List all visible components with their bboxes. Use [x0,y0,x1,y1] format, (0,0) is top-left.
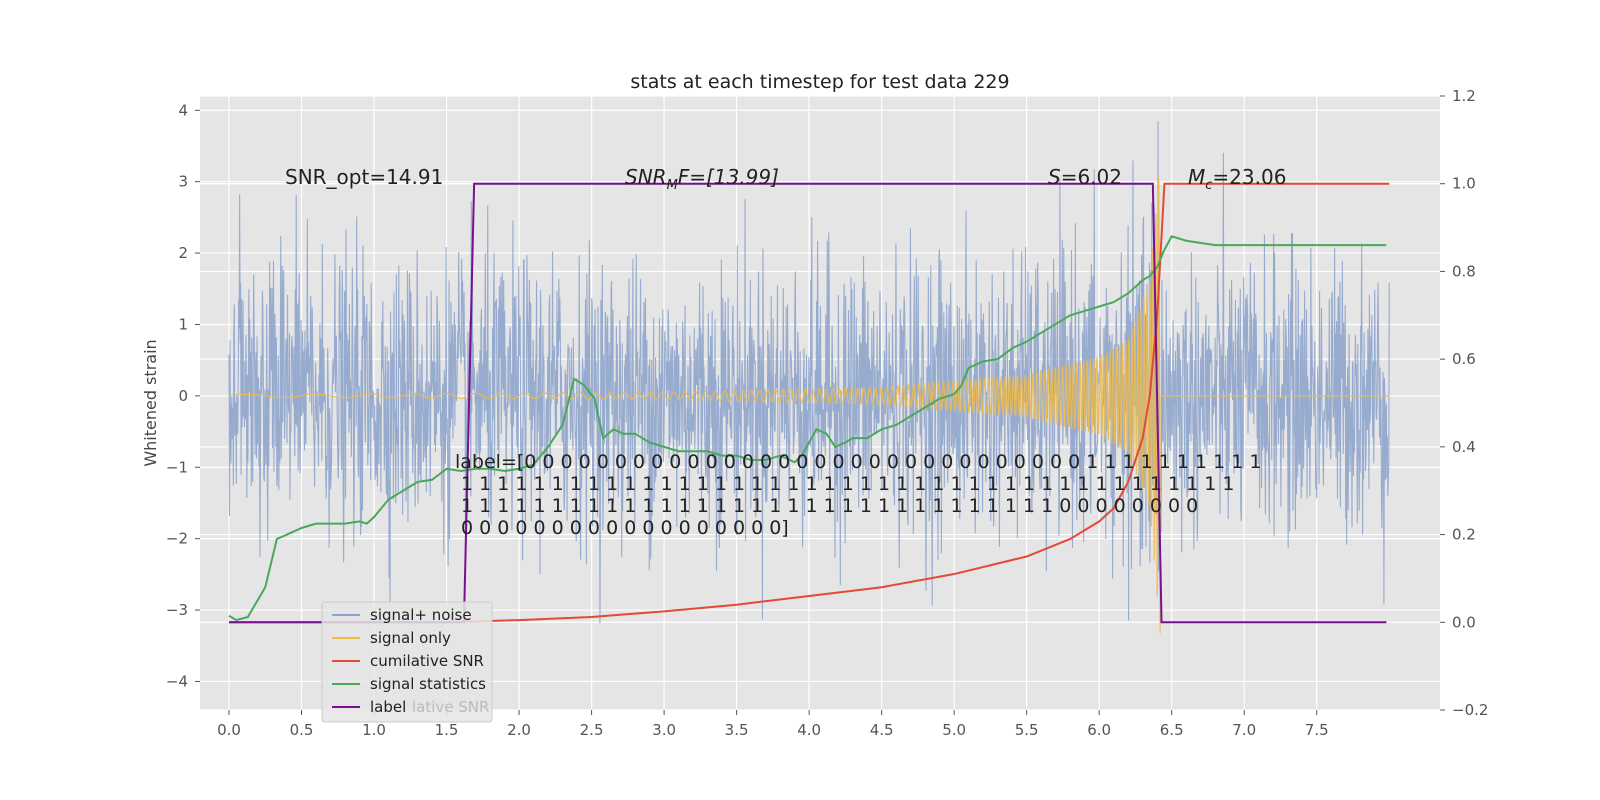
annotation-mc: Mc=23.06 [1188,165,1286,193]
chart-title: stats at each timestep for test data 229 [630,71,1009,93]
signal-only-line [228,177,1390,634]
x-tick-label: 0.5 [290,721,314,739]
x-tick-label: 5.5 [1015,721,1039,739]
x-tick-label: 6.5 [1160,721,1184,739]
x-tick-label: 6.0 [1087,721,1111,739]
legend-box [321,601,493,723]
legend-label-signal-only: signal only [370,629,451,647]
mc-sub: c [1205,178,1212,193]
legend-label-signal-statistics: signal statistics [370,675,486,693]
x-tick-label: 7.0 [1232,721,1256,739]
signal-statistics-line [228,235,1387,622]
x-tick-label: 0.0 [217,721,241,739]
x-tick-label: 2.0 [507,721,531,739]
y-axis-label: Whitened strain [141,339,160,466]
annotation-label-array: label=[0 0 0 0 0 0 0 0 0 0 0 0 0 0 0 0 0… [455,451,1262,539]
y2-tick-label: 0.8 [1452,262,1476,280]
snr-mf-value: F=[13.99] [678,165,779,189]
legend: signal+ noise signal only cumilative SNR… [321,601,493,723]
series-signal-only [228,177,1390,634]
x-tick-label: 5.0 [942,721,966,739]
y-tick-label: −3 [166,601,188,619]
mc-value: =23.06 [1212,165,1286,189]
x-tick-label: 1.5 [435,721,459,739]
y2-tick-label: 1.2 [1452,87,1476,105]
y2-tick-label: 0.6 [1452,350,1476,368]
y-tick-label: 3 [178,173,188,191]
y2-tick-label: 0.2 [1452,526,1476,544]
x-tick-label: 1.0 [362,721,386,739]
mc-var: M [1188,165,1205,189]
y-tick-label: 2 [178,244,188,262]
x-tick-label: 3.0 [652,721,676,739]
label-line: 1 1 1 1 1 1 1 1 1 1 1 1 1 1 1 1 1 1 1 1 … [455,495,1198,517]
y-tick-label: 4 [178,101,188,119]
y-tick-label: −1 [166,458,188,476]
y2-tick-label: 0.0 [1452,613,1476,631]
y-tick-label: −2 [166,530,188,548]
snr-mf-var: SNR [625,165,667,189]
y2-tick-label: 1.0 [1452,175,1476,193]
legend-label-signal-noise: signal+ noise [370,606,472,624]
label-line: label=[0 0 0 0 0 0 0 0 0 0 0 0 0 0 0 0 0… [455,451,1262,473]
s-value: =6.02 [1061,165,1122,189]
annotation-s: S=6.02 [1048,165,1122,189]
x-tick-label: 4.5 [870,721,894,739]
y2-tick-label: −0.2 [1452,701,1488,719]
s-var: S [1048,165,1061,189]
x-tick-label: 3.5 [725,721,749,739]
signal-noise-line [228,121,1390,624]
legend-label-label: label [370,698,406,716]
series-signal-noise [228,121,1390,624]
y2-tick-label: 0.4 [1452,438,1476,456]
y-tick-label: 1 [178,315,188,333]
y-tick-label: 0 [178,387,188,405]
snr-mf-sub: M [667,178,678,193]
annotation-snr-mf: SNRMF=[13.99] [625,165,779,193]
axes: 0.0 0.5 1.0 1.5 2.0 2.5 3.0 3.5 4.0 4.5 5.0 5.5 6.0 6… [166,87,1489,739]
x-tick-label: 4.0 [797,721,821,739]
legend-label-cumulative-snr: cumilative SNR [370,652,484,670]
x-tick-label: 2.5 [580,721,604,739]
legend-ghost-text: lative SNR [412,698,489,716]
annotation-snr-opt: SNR_opt=14.91 [285,165,443,189]
y-tick-label: −4 [166,672,188,690]
label-line: 1 1 1 1 1 1 1 1 1 1 1 1 1 1 1 1 1 1 1 1 … [455,473,1235,495]
label-line: 0 0 0 0 0 0 0 0 0 0 0 0 0 0 0 0 0 0] [455,517,789,539]
x-tick-label: 7.5 [1305,721,1329,739]
